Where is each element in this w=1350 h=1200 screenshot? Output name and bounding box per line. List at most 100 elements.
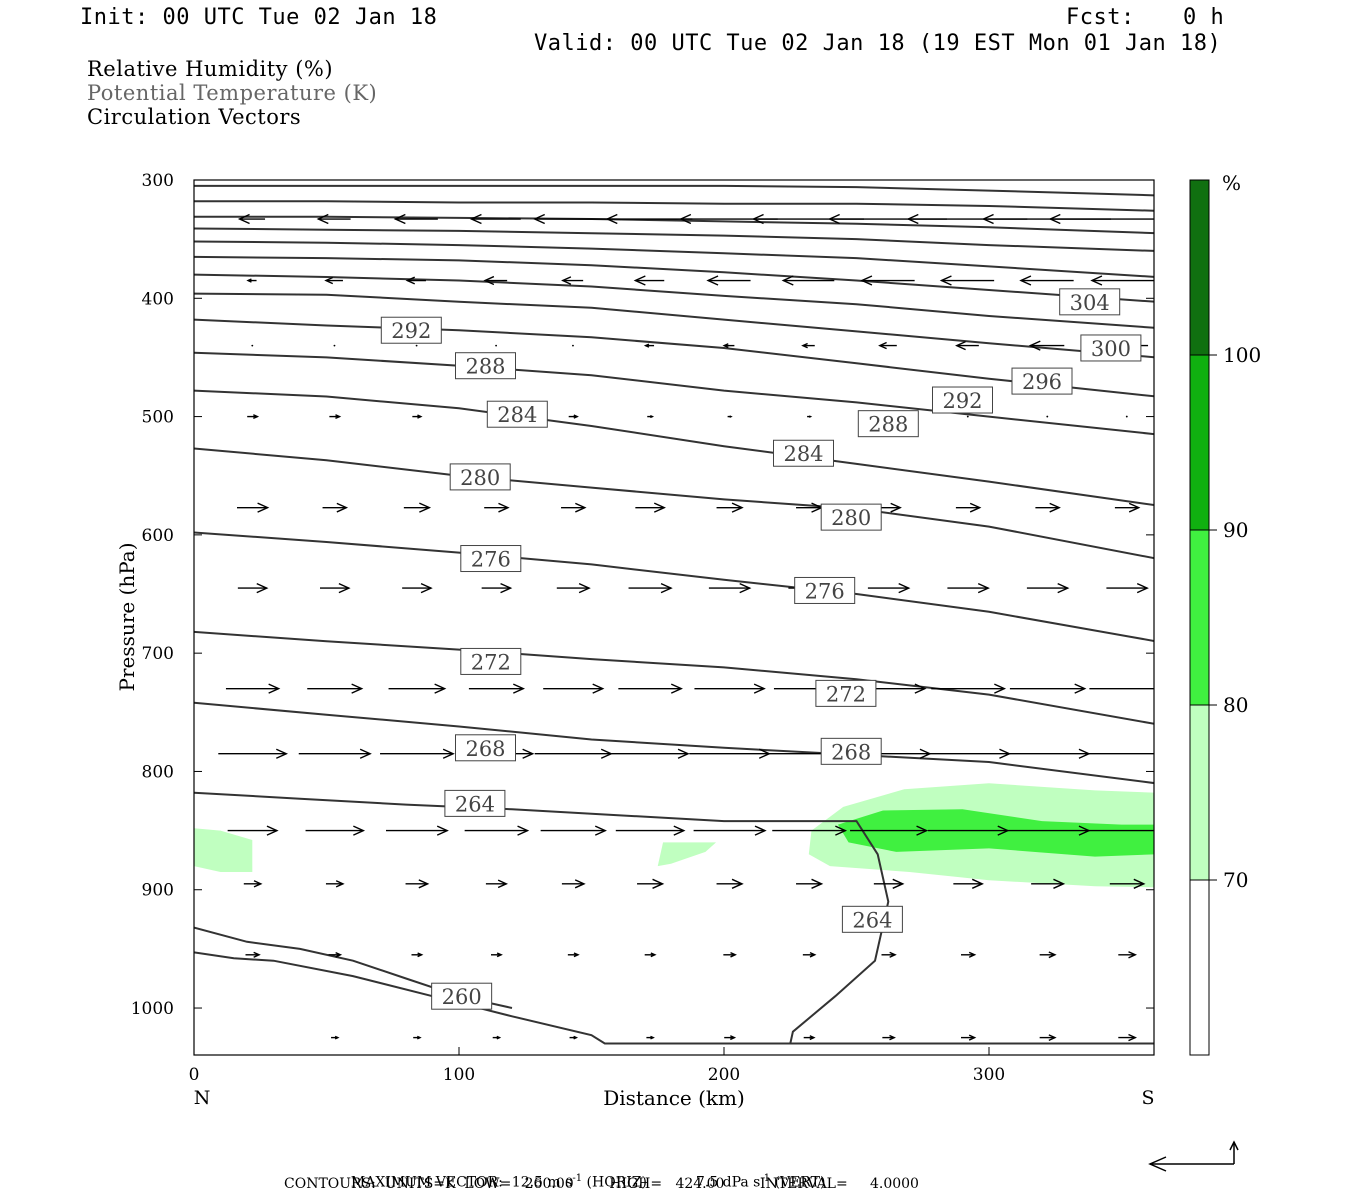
wind-vector xyxy=(881,951,897,958)
contour-label: 296 xyxy=(1022,370,1062,394)
wind-vector xyxy=(561,502,587,513)
wind-vector xyxy=(1005,748,1091,759)
max-vector-label: MAXIMUM VECTOR: xyxy=(350,1174,503,1191)
theta-contour-324-17 xyxy=(194,184,1154,197)
wind-vector xyxy=(1085,829,1154,832)
wind-vector xyxy=(953,878,984,889)
contour-label: 280 xyxy=(460,466,500,490)
max-vector-horiz-exp: -1 xyxy=(572,1173,583,1184)
wind-vector xyxy=(1009,683,1087,694)
max-vector-line: MAXIMUM VECTOR: 12.5 m s-1 (HORIZ) 7.5 d… xyxy=(342,1157,826,1191)
wind-vector xyxy=(694,683,766,694)
wind-vector xyxy=(850,825,929,836)
wind-vector xyxy=(316,213,351,225)
wind-vector xyxy=(801,342,815,349)
wind-vector xyxy=(567,952,580,958)
wind-vector xyxy=(931,683,1007,694)
contour-label: 284 xyxy=(783,442,823,466)
wind-vector xyxy=(245,951,261,958)
contour-label-box xyxy=(932,386,993,414)
contour-label: 304 xyxy=(1070,291,1110,315)
y-tick-label: 700 xyxy=(142,644,174,664)
wind-vector xyxy=(402,582,433,594)
legend-theta: Potential Temperature (K) xyxy=(87,81,378,105)
contour-label-box xyxy=(444,789,506,817)
wind-vector xyxy=(772,825,848,836)
wind-vector xyxy=(646,1035,655,1040)
contour-label-box xyxy=(460,647,522,675)
wind-vector xyxy=(415,344,418,347)
wind-vector xyxy=(412,414,423,419)
wind-vector xyxy=(380,748,455,759)
y-tick-label: 800 xyxy=(142,762,174,782)
wind-vector xyxy=(543,683,605,694)
contour-label-box xyxy=(820,737,882,765)
wind-vector xyxy=(1035,502,1061,513)
theta-contours xyxy=(194,184,1154,1045)
valid-time: Valid: 00 UTC Tue 02 Jan 18 (19 EST Mon … xyxy=(534,31,1222,56)
wind-vector xyxy=(333,344,336,347)
colorbar-label: 90 xyxy=(1223,518,1248,542)
theta-contour-308-13 xyxy=(194,240,1154,278)
wind-vector xyxy=(802,952,817,958)
contour-label: 272 xyxy=(826,682,866,706)
max-vector-vert-exp: -1 xyxy=(760,1173,771,1184)
rh-region-70-1 xyxy=(657,842,717,867)
legend-vectors: Circulation Vectors xyxy=(87,105,302,129)
wind-vector xyxy=(635,502,666,513)
wind-vector xyxy=(708,582,752,594)
max-vector-horiz-value: 12.5 m s xyxy=(511,1174,573,1191)
axes: 300 400 500 600 700 800 900 1000 0 100 200 300 xyxy=(131,171,1154,1085)
theta-contour-268-3 xyxy=(194,701,1154,785)
wind-vector xyxy=(469,213,521,225)
wind-vector xyxy=(388,683,447,694)
wind-vector xyxy=(860,275,915,286)
theta-contour-320-16 xyxy=(194,200,1154,212)
circulation-vectors xyxy=(218,213,1154,1042)
contour-label: 288 xyxy=(465,355,505,379)
wind-vector xyxy=(1118,1033,1138,1042)
theta-contour-312-14 xyxy=(194,227,1154,252)
wind-vector xyxy=(955,340,979,351)
wind-vector xyxy=(298,748,372,759)
theta-contour-292-9 xyxy=(194,318,1154,398)
wind-vector xyxy=(331,1035,340,1040)
wind-vector xyxy=(693,825,767,836)
wind-vector xyxy=(961,951,977,958)
wind-vector xyxy=(781,275,835,286)
contour-label-box xyxy=(455,734,516,762)
wind-vector xyxy=(1046,415,1049,418)
wind-vector xyxy=(561,276,584,285)
legend-rh: Relative Humidity (%) xyxy=(87,57,334,81)
wind-vector xyxy=(724,1035,737,1041)
wind-vector xyxy=(716,878,744,889)
wind-vector xyxy=(464,825,530,836)
contour-label: 272 xyxy=(471,650,511,674)
wind-vector xyxy=(1106,582,1149,594)
contour-label: 260 xyxy=(442,985,482,1009)
y-tick-label: 900 xyxy=(142,881,174,901)
contour-label-box xyxy=(431,982,493,1010)
y-axis-label: Pressure (hPa) xyxy=(115,543,139,692)
wind-vector xyxy=(403,502,432,513)
wind-vector xyxy=(405,879,430,889)
y-tick-label: 400 xyxy=(142,289,174,309)
wind-vector xyxy=(878,341,897,350)
contour-label: 280 xyxy=(831,506,871,530)
wind-vector xyxy=(628,582,673,594)
wind-vector xyxy=(966,415,969,418)
wind-vector xyxy=(237,502,270,513)
contour-label-box xyxy=(1011,367,1073,395)
rh-shading xyxy=(194,783,1154,888)
colorbar-label: 70 xyxy=(1223,868,1248,892)
wind-vector xyxy=(325,880,345,888)
wind-vector xyxy=(243,880,263,888)
x-tick-label: 200 xyxy=(708,1065,740,1085)
theta-contour-316-15 xyxy=(194,215,1154,235)
max-vector-vert-value: 7.5 dPa s xyxy=(695,1174,761,1191)
wind-vector xyxy=(413,1035,422,1040)
x-tick-label: 100 xyxy=(443,1065,475,1085)
forecast-hour: 0 h xyxy=(1183,5,1225,30)
theta-contour-304-12 xyxy=(194,255,1154,303)
wind-vector xyxy=(1028,340,1065,351)
